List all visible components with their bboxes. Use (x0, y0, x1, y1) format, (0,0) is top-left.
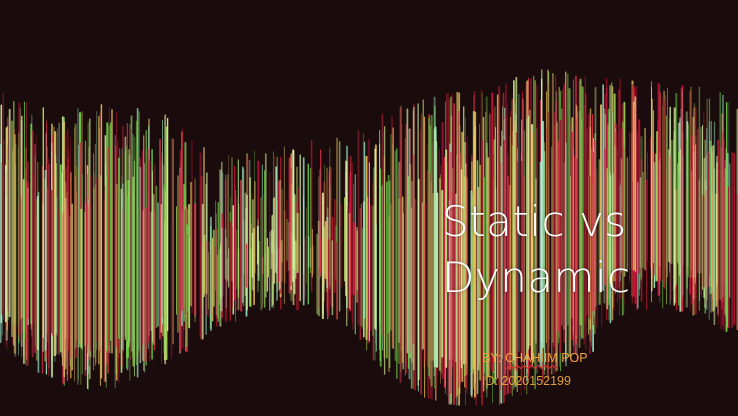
slide-title-line-1[interactable]: Static vs (442, 197, 627, 246)
author-last-name: POP (557, 351, 588, 365)
author-first-name: CHAHIIM (504, 351, 558, 365)
slide-title-line-2[interactable]: Dynamic (442, 253, 631, 302)
author-byline[interactable]: BY: CHAHIIM POP (482, 350, 588, 366)
byline-prefix: BY: (482, 351, 505, 365)
student-id[interactable]: ID: 2020152199 (482, 374, 571, 388)
